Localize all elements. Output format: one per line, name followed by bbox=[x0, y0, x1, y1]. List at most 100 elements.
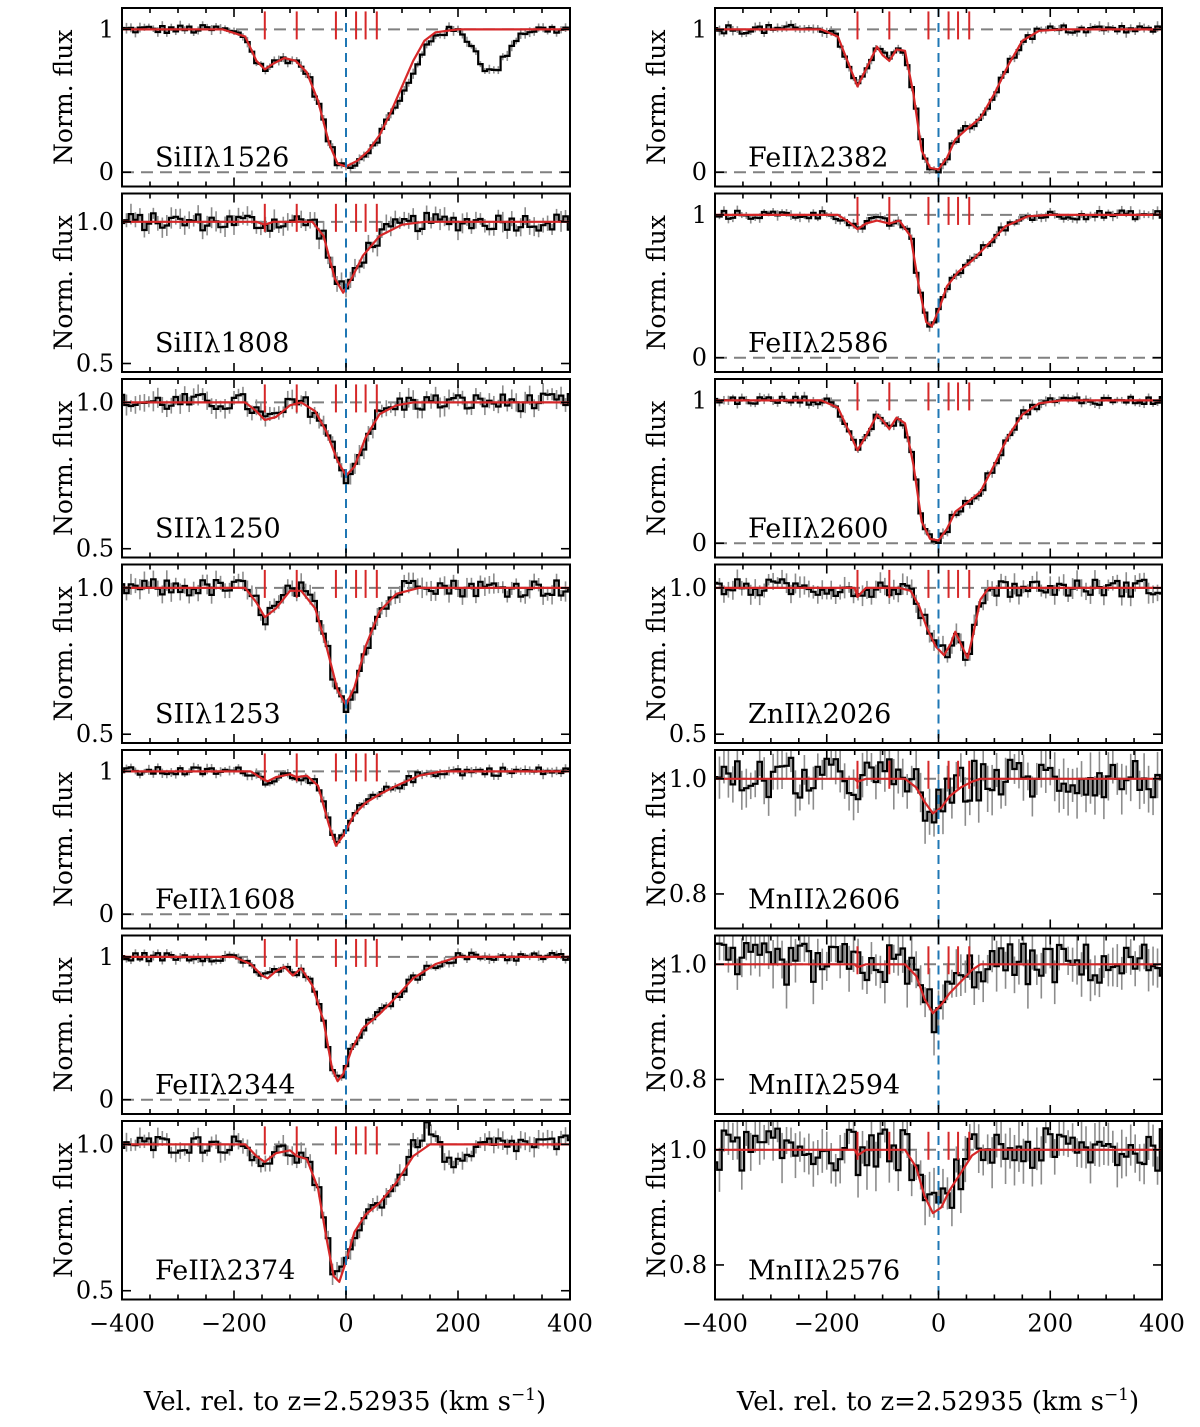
y-tick-label: 1.0 bbox=[669, 1136, 707, 1164]
y-axis-label: Norm. flux bbox=[49, 401, 78, 536]
y-tick-label: 1.0 bbox=[76, 1130, 114, 1158]
y-axis-label: Norm. flux bbox=[49, 586, 78, 721]
x-tick-label: 200 bbox=[1027, 1310, 1073, 1338]
panel-feii-2382: 0 1 Norm. flux FeIIλ2382 bbox=[642, 7, 1163, 188]
y-tick-label: 1.0 bbox=[669, 765, 707, 793]
voigt-model-fit bbox=[122, 770, 570, 847]
x-tick-label: −400 bbox=[682, 1310, 748, 1338]
svg-text:Vel. rel. to z=2.52935 (km s−1: Vel. rel. to z=2.52935 (km s−1) bbox=[143, 1385, 546, 1417]
panel-plot-area bbox=[122, 193, 570, 372]
panel-plot-area bbox=[715, 1121, 1162, 1300]
y-tick-label: 0.5 bbox=[76, 535, 114, 563]
x-axis-title-text: Vel. rel. to z= bbox=[736, 1387, 916, 1417]
x-tick-label: −200 bbox=[201, 1310, 267, 1338]
panel-plot-area bbox=[715, 935, 1162, 1114]
x-tick-label: 0 bbox=[338, 1310, 353, 1338]
x-tick-label: 400 bbox=[1139, 1310, 1185, 1338]
y-tick-label: 0.5 bbox=[76, 350, 114, 378]
transition-label: SIIλ1250 bbox=[155, 514, 281, 545]
x-axis-unit-close: ) bbox=[536, 1387, 546, 1417]
observed-spectrum bbox=[122, 578, 570, 713]
transition-label: FeIIλ2586 bbox=[748, 328, 888, 359]
voigt-model-fit bbox=[122, 28, 570, 168]
panel-plot-area bbox=[715, 8, 1162, 187]
panel-siii-1526: 0 1 Norm. flux SiIIλ1526 bbox=[49, 7, 571, 188]
y-axis-label: Norm. flux bbox=[49, 1143, 78, 1278]
panel-feii-1608: 0 1 Norm. flux FeIIλ1608 bbox=[49, 749, 571, 930]
transition-label: FeIIλ1608 bbox=[155, 885, 295, 916]
voigt-model-fit bbox=[122, 955, 570, 1083]
x-tick-label: −200 bbox=[794, 1310, 860, 1338]
voigt-model-fit bbox=[122, 220, 570, 294]
y-tick-label: 0 bbox=[99, 900, 114, 928]
y-tick-label: 1 bbox=[692, 386, 707, 414]
y-tick-label: 0 bbox=[99, 1086, 114, 1114]
redshift-value: 2.52935 bbox=[323, 1387, 431, 1417]
panel-plot-area bbox=[715, 193, 1162, 372]
transition-label: SIIλ1253 bbox=[155, 699, 281, 730]
y-tick-label: 1.0 bbox=[76, 388, 114, 416]
y-axis-label: Norm. flux bbox=[49, 215, 78, 350]
panel-plot-area bbox=[122, 935, 570, 1114]
voigt-model-fit bbox=[715, 213, 1162, 328]
panel-feii-2600: 0 1 Norm. flux FeIIλ2600 bbox=[642, 378, 1163, 559]
y-tick-label: 0.5 bbox=[76, 720, 114, 748]
x-tick-label: −400 bbox=[89, 1310, 155, 1338]
y-tick-label: 0 bbox=[99, 158, 114, 186]
x-tick-label: 400 bbox=[547, 1310, 593, 1338]
y-tick-label: 0 bbox=[692, 344, 707, 372]
y-axis-label: Norm. flux bbox=[642, 772, 671, 907]
panel-plot-area bbox=[122, 564, 570, 743]
redshift-value: 2.52935 bbox=[916, 1387, 1024, 1417]
y-tick-label: 1.0 bbox=[76, 574, 114, 602]
svg-text:Vel. rel. to z=2.52935 (km s−1: Vel. rel. to z=2.52935 (km s−1) bbox=[736, 1385, 1139, 1417]
transition-label: FeIIλ2374 bbox=[155, 1256, 295, 1287]
y-tick-label: 1.0 bbox=[76, 208, 114, 236]
transition-label: MnIIλ2576 bbox=[748, 1256, 900, 1287]
transition-label: ZnIIλ2026 bbox=[748, 699, 891, 730]
observed-spectrum bbox=[715, 756, 1162, 824]
panel-plot-area bbox=[122, 379, 570, 558]
y-axis-label: Norm. flux bbox=[642, 30, 671, 165]
x-axis-unit: (km s bbox=[431, 1387, 511, 1417]
y-axis-label: Norm. flux bbox=[642, 215, 671, 350]
y-tick-label: 1.0 bbox=[669, 950, 707, 978]
transition-label: FeIIλ2382 bbox=[748, 143, 888, 174]
y-tick-label: 0.8 bbox=[669, 1065, 707, 1093]
x-axis-title-left: Vel. rel. to z=2.52935 (km s−1) bbox=[143, 1385, 546, 1417]
voigt-model-fit bbox=[122, 1143, 570, 1283]
x-axis-unit-exponent: −1 bbox=[511, 1385, 536, 1405]
panel-plot-area bbox=[122, 750, 570, 929]
transition-label: FeIIλ2600 bbox=[748, 514, 888, 545]
transition-label: MnIIλ2594 bbox=[748, 1070, 900, 1101]
y-tick-label: 1 bbox=[99, 943, 114, 971]
panel-feii-2586: 0 1 Norm. flux FeIIλ2586 bbox=[642, 192, 1163, 373]
y-tick-label: 0.5 bbox=[669, 720, 707, 748]
transition-label: FeIIλ2344 bbox=[155, 1070, 295, 1101]
y-axis-label: Norm. flux bbox=[49, 957, 78, 1092]
y-tick-label: 0 bbox=[692, 529, 707, 557]
voigt-model-fit bbox=[122, 586, 570, 707]
y-tick-label: 0.8 bbox=[669, 880, 707, 908]
x-tick-label: 200 bbox=[435, 1310, 481, 1338]
y-tick-label: 0.8 bbox=[669, 1251, 707, 1279]
y-axis-label: Norm. flux bbox=[642, 957, 671, 1092]
y-tick-label: 1.0 bbox=[669, 574, 707, 602]
voigt-model-fit bbox=[122, 401, 570, 477]
observed-spectrum bbox=[715, 1127, 1162, 1209]
x-tick-label: 0 bbox=[931, 1310, 946, 1338]
panel-plot-area bbox=[715, 564, 1162, 743]
x-axis-title-right: Vel. rel. to z=2.52935 (km s−1) bbox=[736, 1385, 1139, 1417]
panel-plot-area bbox=[122, 8, 570, 187]
observed-spectrum bbox=[122, 392, 570, 485]
y-tick-label: 0.5 bbox=[76, 1277, 114, 1305]
